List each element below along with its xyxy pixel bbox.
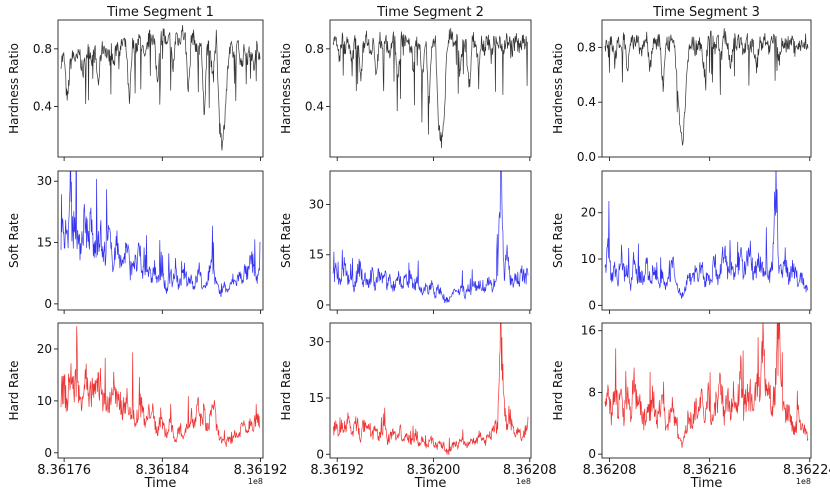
series-line-seg1-row3 — [60, 326, 261, 447]
series-line-seg1-row2 — [60, 171, 261, 298]
y-tick-label: 15 — [309, 391, 324, 405]
x-tick-label: 8.36208 — [583, 463, 637, 478]
panel-frame — [601, 322, 812, 459]
series-line-seg2-row1 — [332, 28, 529, 149]
panel-seg3-row3: 0 8 16 8.36208 8.36216 8.36224 Hard Rate — [551, 322, 830, 478]
panel-seg2-row2: 0 15 30 Soft Rate — [279, 170, 532, 314]
segment-1-title: Time Segment 1 — [106, 5, 214, 20]
y-tick-label: 20 — [581, 206, 596, 220]
y-tick-label: 0.4 — [577, 95, 596, 109]
y-tick-label: 0.8 — [577, 40, 596, 54]
series-line-seg2-row2 — [332, 171, 529, 304]
series-line-seg3-row3 — [604, 323, 809, 448]
x-tick-label: 8.36224 — [783, 463, 830, 478]
x-tick-label: 8.36176 — [37, 463, 91, 478]
x-axis-label: Time — [414, 476, 447, 491]
series-line-seg1-row1 — [60, 25, 261, 151]
x-offset-label: 1e8 — [796, 477, 811, 486]
y-tick-label: 0.4 — [305, 100, 324, 114]
segment-2-title: Time Segment 2 — [376, 5, 484, 20]
x-offset-label: 1e8 — [248, 477, 263, 486]
y-tick-label: 0 — [316, 447, 324, 461]
x-axis-label: Time — [690, 476, 723, 491]
y-tick-label: 10 — [581, 252, 596, 266]
y-axis-label: Hard Rate — [551, 360, 565, 420]
y-tick-label: 30 — [309, 335, 324, 349]
panel-frame — [601, 19, 812, 158]
panel-seg2-row1: 0.4 0.8 Hardness Ratio — [279, 19, 532, 161]
y-axis-label: Hard Rate — [279, 360, 293, 420]
y-axis-label: Hard Rate — [7, 360, 21, 420]
panel-frame — [57, 322, 264, 459]
y-tick-label: 0 — [44, 297, 52, 311]
y-tick-label: 16 — [581, 324, 596, 338]
x-tick-label: 8.36184 — [135, 463, 189, 478]
y-tick-label: 0 — [44, 446, 52, 460]
x-offset-label: 1e8 — [516, 477, 531, 486]
y-axis-label: Hardness Ratio — [279, 43, 293, 134]
y-axis-label: Soft Rate — [279, 213, 293, 268]
panel-frame — [601, 170, 812, 311]
segment-3-title: Time Segment 3 — [652, 5, 760, 20]
series-line-seg2-row3 — [332, 323, 529, 456]
y-tick-label: 15 — [37, 236, 52, 250]
y-axis-label: Soft Rate — [7, 213, 21, 268]
y-tick-label: 30 — [309, 197, 324, 211]
panel-frame — [329, 19, 532, 158]
panel-seg1-row2: 0 15 30 Soft Rate — [7, 170, 264, 314]
y-tick-label: 0 — [588, 447, 596, 461]
panel-seg3-row2: 0 10 20 Soft Rate — [551, 170, 812, 314]
panel-seg2-row3: 0 15 30 8.36192 8.36200 8.36208 Hard Rate — [279, 322, 557, 478]
y-tick-label: 0 — [588, 298, 596, 312]
y-axis-label: Hardness Ratio — [7, 43, 21, 134]
panel-frame — [329, 322, 532, 459]
y-tick-label: 0.8 — [305, 42, 324, 56]
y-tick-label: 20 — [37, 342, 52, 356]
y-tick-label: 15 — [309, 248, 324, 262]
x-tick-label: 8.36192 — [310, 463, 364, 478]
x-tick-label: 8.36200 — [407, 463, 461, 478]
panel-seg3-row1: 0.0 0.4 0.8 Hardness Ratio — [551, 19, 812, 164]
panel-frame — [57, 170, 264, 311]
y-tick-label: 0.0 — [577, 150, 596, 164]
panel-seg1-row3: 0 10 20 8.36176 8.36184 8.36192 Hard Rate — [7, 322, 288, 478]
x-tick-label: 8.36192 — [234, 463, 288, 478]
y-axis-label: Soft Rate — [551, 213, 565, 268]
y-tick-label: 0.8 — [33, 42, 52, 56]
y-tick-label: 10 — [37, 394, 52, 408]
panel-frame — [329, 170, 532, 311]
panel-seg1-row1: 0.4 0.8 Hardness Ratio — [7, 19, 264, 161]
series-line-seg3-row2 — [604, 171, 809, 299]
y-tick-label: 30 — [37, 174, 52, 188]
x-tick-label: 8.36216 — [683, 463, 737, 478]
x-tick-label: 8.36208 — [503, 463, 557, 478]
y-tick-label: 8 — [588, 385, 596, 399]
panel-frame — [57, 19, 264, 158]
y-axis-label: Hardness Ratio — [551, 43, 565, 134]
y-tick-label: 0.4 — [33, 100, 52, 114]
series-line-seg3-row1 — [604, 28, 809, 146]
x-axis-label: Time — [144, 476, 177, 491]
y-tick-label: 0 — [316, 298, 324, 312]
